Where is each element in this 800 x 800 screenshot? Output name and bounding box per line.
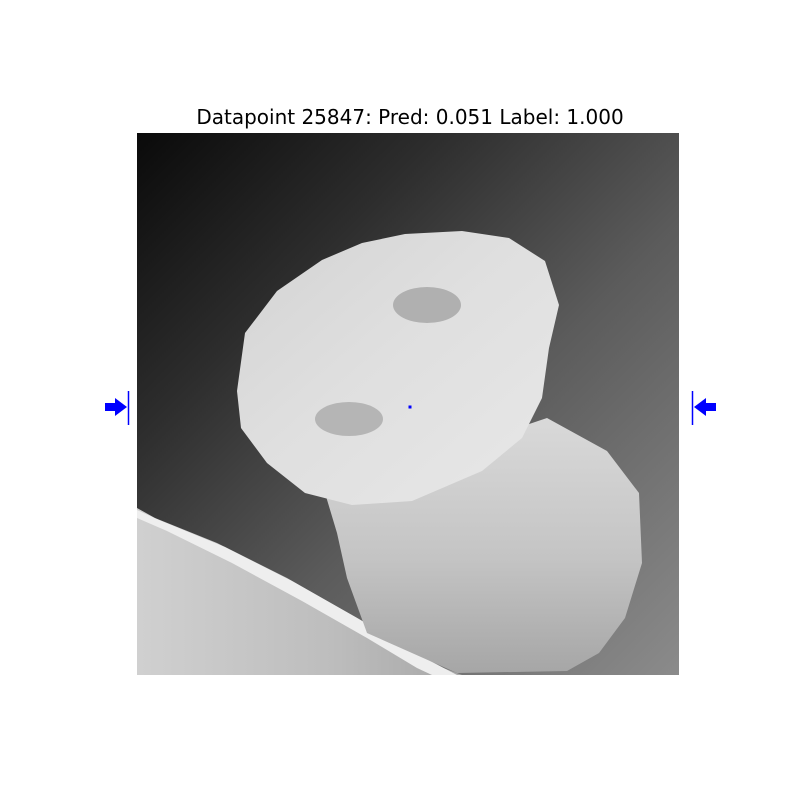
center-point-marker [408,405,412,409]
cap-hole-side [315,402,383,436]
figure-title: Datapoint 25847: Pred: 0.051 Label: 1.00… [196,105,624,129]
top-cap [237,231,559,505]
right-edge-marker [691,391,716,425]
left-edge-marker [105,391,130,425]
depth-image [137,133,679,675]
cap-hole-top [393,287,461,323]
